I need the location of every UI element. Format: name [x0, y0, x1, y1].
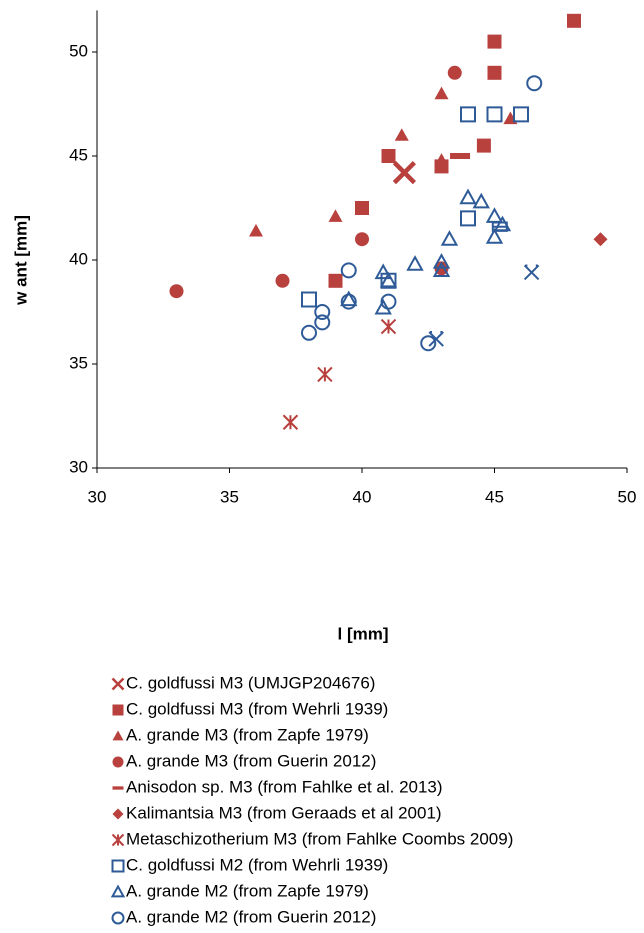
point — [567, 13, 581, 28]
point — [460, 106, 476, 123]
point — [374, 298, 392, 315]
point — [487, 34, 502, 49]
legend-label: A. grande M3 (from Zapfe 1979) — [126, 725, 369, 744]
point — [434, 86, 449, 100]
legend-label: C. goldfussi M3 (UMJGP204676) — [126, 673, 375, 692]
legend-marker — [111, 833, 125, 847]
point — [355, 201, 369, 215]
point — [485, 207, 504, 223]
point — [380, 293, 397, 310]
point — [486, 106, 503, 123]
legend-label: A. grande M2 (from Zapfe 1979) — [126, 881, 369, 900]
legend-marker — [112, 730, 124, 741]
legend-label: Kalimantsia M3 (from Geraads et al 2001) — [126, 803, 442, 822]
point — [379, 271, 398, 288]
point — [275, 273, 290, 288]
y-tick-label: 50 — [69, 41, 88, 60]
point — [523, 264, 540, 281]
point — [485, 228, 504, 244]
legend-label: C. goldfussi M3 (from Wehrli 1939) — [126, 699, 388, 718]
point — [300, 324, 318, 341]
x-tick-label: 30 — [88, 487, 107, 506]
point — [340, 290, 358, 307]
x-tick-label: 40 — [353, 487, 372, 506]
x-tick-label: 35 — [220, 487, 239, 506]
point — [249, 223, 263, 237]
point — [380, 318, 397, 335]
point — [282, 414, 299, 430]
legend-marker — [112, 704, 124, 716]
legend-label: A. grande M3 (from Guerin 2012) — [126, 751, 376, 770]
point — [472, 192, 490, 209]
point — [380, 272, 397, 289]
point — [432, 261, 451, 277]
point — [340, 293, 357, 310]
point — [406, 255, 424, 271]
point — [460, 210, 476, 227]
point — [301, 291, 317, 308]
point — [392, 161, 416, 185]
legend-label: C. goldfussi M2 (from Wehrli 1939) — [126, 855, 388, 874]
point — [476, 138, 491, 153]
y-tick-label: 35 — [69, 353, 88, 372]
point — [432, 253, 451, 269]
point — [434, 153, 449, 166]
point — [491, 221, 508, 232]
legend-marker — [112, 756, 124, 768]
point — [447, 65, 462, 80]
point — [513, 106, 529, 123]
legend-marker — [111, 859, 125, 873]
legend-marker — [111, 911, 125, 925]
point — [526, 75, 543, 92]
point — [355, 232, 369, 247]
point — [487, 65, 502, 80]
x-tick-label: 50 — [618, 487, 637, 506]
point — [328, 273, 343, 288]
x-tick-label: 45 — [485, 487, 504, 506]
y-tick-label: 30 — [69, 457, 88, 476]
legend-marker — [112, 808, 124, 820]
point — [428, 331, 444, 347]
legend-label: Metaschizotherium M3 (from Fahlke Coombs… — [126, 829, 513, 848]
point — [340, 262, 357, 279]
x-axis-title: l [mm] — [338, 624, 389, 643]
point — [394, 128, 409, 141]
point — [374, 263, 392, 280]
y-tick-label: 45 — [69, 145, 88, 164]
y-axis-title: w ant [mm] — [11, 215, 30, 306]
legend-label: Anisodon sp. M3 (from Fahlke et al. 2013… — [126, 777, 443, 796]
point — [169, 284, 184, 299]
point — [328, 209, 343, 222]
point — [314, 314, 331, 331]
point — [593, 232, 608, 247]
point — [459, 188, 477, 205]
point — [381, 149, 396, 163]
legend-label: A. grande M2 (from Guerin 2012) — [126, 907, 376, 926]
point — [440, 230, 459, 246]
point — [420, 335, 437, 352]
point — [317, 366, 333, 383]
legend-marker — [110, 884, 126, 898]
y-tick-label: 40 — [69, 249, 88, 268]
legend-marker — [111, 677, 125, 691]
